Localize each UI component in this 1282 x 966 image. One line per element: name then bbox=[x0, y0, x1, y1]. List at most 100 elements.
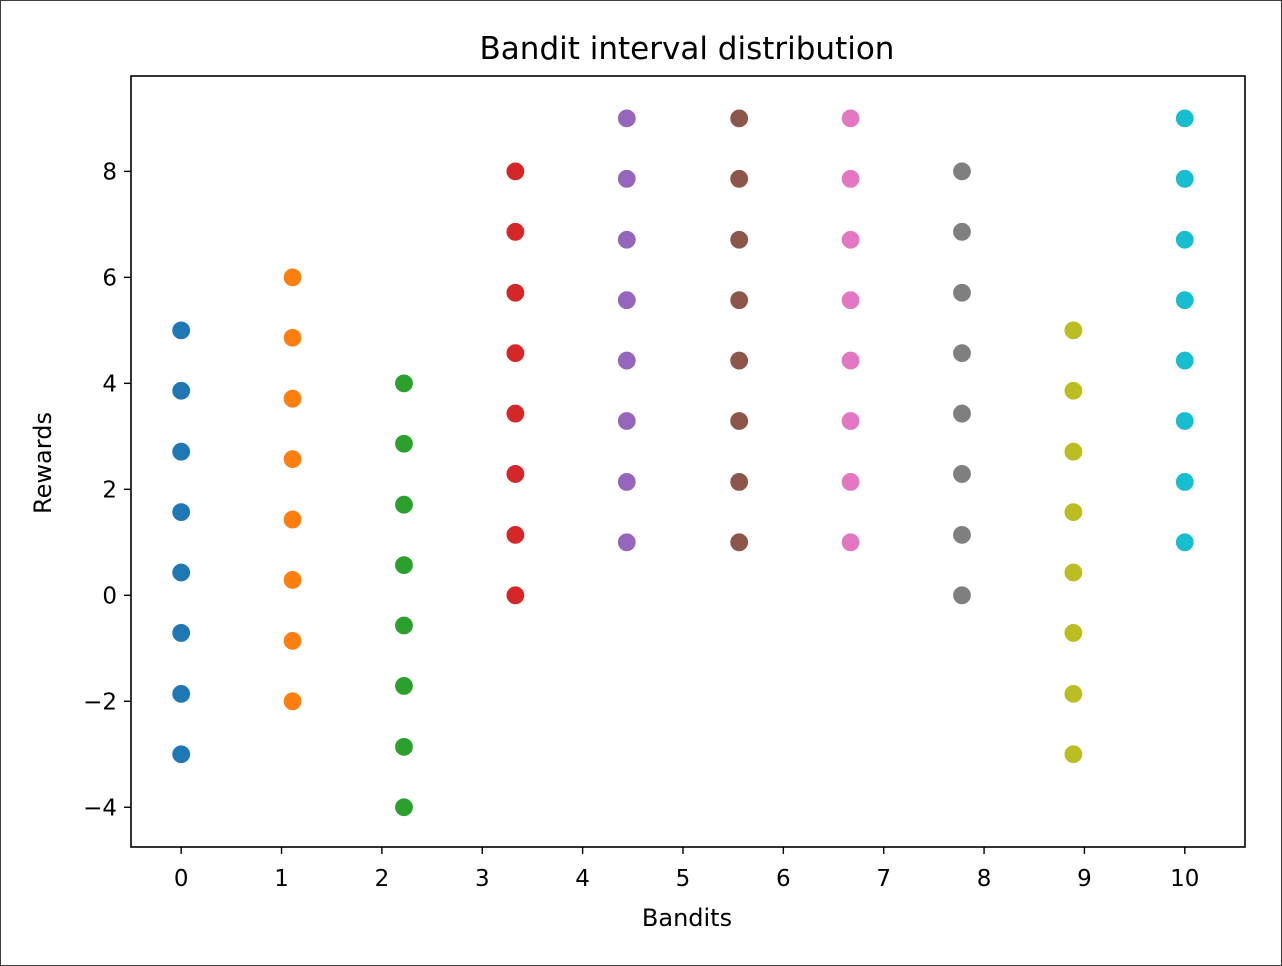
data-point bbox=[840, 532, 861, 553]
data-points bbox=[171, 108, 1195, 818]
data-point bbox=[840, 168, 861, 189]
data-point bbox=[1063, 320, 1084, 341]
x-tick-label: 0 bbox=[174, 866, 189, 892]
data-point bbox=[840, 229, 861, 250]
data-point bbox=[282, 509, 303, 530]
data-point bbox=[171, 441, 192, 462]
data-point bbox=[171, 562, 192, 583]
data-point bbox=[951, 343, 973, 364]
data-point bbox=[616, 229, 637, 250]
data-point bbox=[505, 585, 526, 606]
series-9 bbox=[1174, 108, 1195, 553]
series-3 bbox=[505, 161, 526, 606]
data-point bbox=[1063, 441, 1084, 462]
data-point bbox=[616, 471, 637, 493]
y-axis-label: Rewards bbox=[29, 412, 57, 514]
data-point bbox=[840, 410, 861, 432]
data-point bbox=[951, 463, 973, 485]
data-point bbox=[951, 403, 973, 424]
data-point bbox=[505, 282, 526, 303]
data-point bbox=[171, 744, 192, 765]
data-point bbox=[840, 350, 861, 371]
data-point bbox=[729, 410, 750, 432]
data-point bbox=[616, 108, 637, 129]
chart-title: Bandit interval distribution bbox=[480, 31, 895, 67]
data-point bbox=[171, 320, 192, 341]
data-point bbox=[729, 168, 750, 189]
series-0 bbox=[171, 320, 192, 765]
data-point bbox=[505, 221, 526, 242]
data-point bbox=[505, 343, 526, 364]
data-point bbox=[729, 350, 750, 371]
data-point bbox=[1174, 168, 1195, 189]
data-point bbox=[1063, 744, 1084, 765]
data-point bbox=[1174, 532, 1195, 553]
data-point bbox=[840, 108, 861, 129]
data-point bbox=[171, 380, 192, 401]
y-tick-label: 8 bbox=[102, 159, 117, 185]
data-point bbox=[505, 403, 526, 424]
data-point bbox=[1174, 410, 1195, 432]
data-point bbox=[729, 532, 750, 553]
y-axis: −4 −2 0 2 4 6 8 bbox=[83, 159, 131, 821]
data-point bbox=[1174, 290, 1195, 311]
data-point bbox=[393, 675, 415, 697]
data-point bbox=[282, 267, 303, 288]
data-point bbox=[1174, 350, 1195, 371]
y-tick-label: 6 bbox=[102, 265, 117, 291]
data-point bbox=[393, 736, 415, 757]
data-point bbox=[951, 585, 973, 606]
data-point bbox=[393, 494, 415, 515]
data-point bbox=[951, 282, 973, 303]
series-1 bbox=[282, 267, 303, 712]
x-axis-label: Bandits bbox=[642, 904, 732, 932]
data-point bbox=[171, 622, 192, 644]
data-point bbox=[393, 554, 415, 576]
y-tick-label: 0 bbox=[102, 583, 117, 609]
data-point bbox=[1063, 380, 1084, 401]
data-point bbox=[282, 691, 303, 712]
data-point bbox=[729, 471, 750, 493]
x-tick-label: 1 bbox=[274, 866, 289, 892]
data-point bbox=[1063, 562, 1084, 583]
y-tick-label: 4 bbox=[102, 371, 117, 397]
data-point bbox=[393, 433, 415, 454]
data-point bbox=[616, 290, 637, 311]
series-7 bbox=[951, 161, 973, 606]
data-point bbox=[282, 630, 303, 651]
data-point bbox=[840, 290, 861, 311]
data-point bbox=[951, 524, 973, 545]
x-tick-label: 6 bbox=[776, 866, 791, 892]
data-point bbox=[840, 471, 861, 493]
data-point bbox=[616, 410, 637, 432]
data-point bbox=[393, 373, 415, 394]
data-point bbox=[1063, 683, 1084, 704]
data-point bbox=[1174, 471, 1195, 493]
data-point bbox=[171, 683, 192, 704]
x-tick-label: 10 bbox=[1170, 866, 1199, 892]
data-point bbox=[729, 229, 750, 250]
data-point bbox=[951, 161, 973, 182]
data-point bbox=[282, 388, 303, 409]
data-point bbox=[171, 502, 192, 523]
data-point bbox=[282, 327, 303, 348]
x-tick-label: 7 bbox=[876, 866, 891, 892]
data-point bbox=[505, 524, 526, 545]
data-point bbox=[616, 532, 637, 553]
x-tick-label: 3 bbox=[475, 866, 490, 892]
data-point bbox=[616, 350, 637, 371]
y-tick-label: −2 bbox=[83, 689, 117, 715]
x-tick-label: 8 bbox=[977, 866, 992, 892]
series-6 bbox=[840, 108, 861, 553]
data-point bbox=[729, 108, 750, 129]
series-8 bbox=[1063, 320, 1084, 765]
series-5 bbox=[729, 108, 750, 553]
y-tick-label: −4 bbox=[83, 795, 117, 821]
data-point bbox=[1174, 108, 1195, 129]
y-tick-label: 2 bbox=[102, 477, 117, 503]
plot-area bbox=[130, 75, 1246, 848]
data-point bbox=[616, 168, 637, 189]
data-point bbox=[393, 797, 415, 818]
